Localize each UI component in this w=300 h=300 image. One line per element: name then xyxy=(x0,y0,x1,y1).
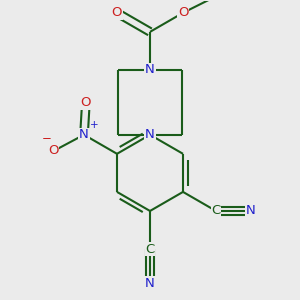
Text: C: C xyxy=(212,205,220,218)
Text: −: − xyxy=(42,132,52,145)
Text: C: C xyxy=(146,243,154,256)
Text: N: N xyxy=(145,64,155,76)
Text: +: + xyxy=(90,120,98,130)
Text: O: O xyxy=(178,6,188,19)
Text: N: N xyxy=(145,277,155,290)
Text: O: O xyxy=(81,96,91,109)
Text: O: O xyxy=(48,143,58,157)
Text: N: N xyxy=(79,128,89,141)
Text: N: N xyxy=(145,128,155,141)
Text: N: N xyxy=(245,205,255,218)
Text: O: O xyxy=(112,6,122,19)
